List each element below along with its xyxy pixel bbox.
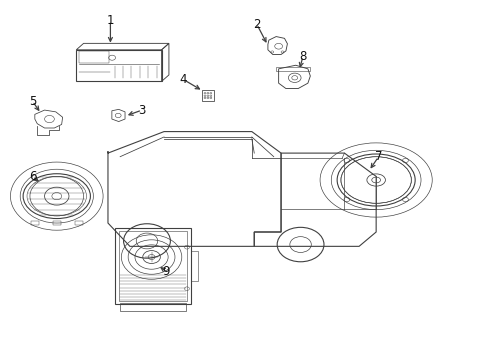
Bar bbox=[76, 50, 161, 81]
Text: 8: 8 bbox=[299, 50, 306, 63]
Bar bbox=[120, 303, 185, 311]
Text: 4: 4 bbox=[180, 73, 187, 86]
Bar bbox=[119, 231, 187, 301]
Text: 9: 9 bbox=[163, 265, 170, 278]
Bar bbox=[79, 51, 108, 63]
Text: 2: 2 bbox=[252, 18, 260, 31]
Bar bbox=[53, 221, 61, 225]
Text: 7: 7 bbox=[374, 150, 382, 163]
Bar bbox=[31, 221, 39, 225]
Bar bbox=[202, 90, 213, 101]
Bar bbox=[115, 228, 190, 304]
Bar bbox=[75, 221, 82, 225]
Bar bbox=[276, 67, 310, 71]
Text: 5: 5 bbox=[29, 95, 36, 108]
Bar bbox=[190, 251, 198, 281]
Text: 1: 1 bbox=[106, 14, 114, 27]
Text: 6: 6 bbox=[29, 170, 36, 183]
Text: 3: 3 bbox=[138, 104, 145, 117]
